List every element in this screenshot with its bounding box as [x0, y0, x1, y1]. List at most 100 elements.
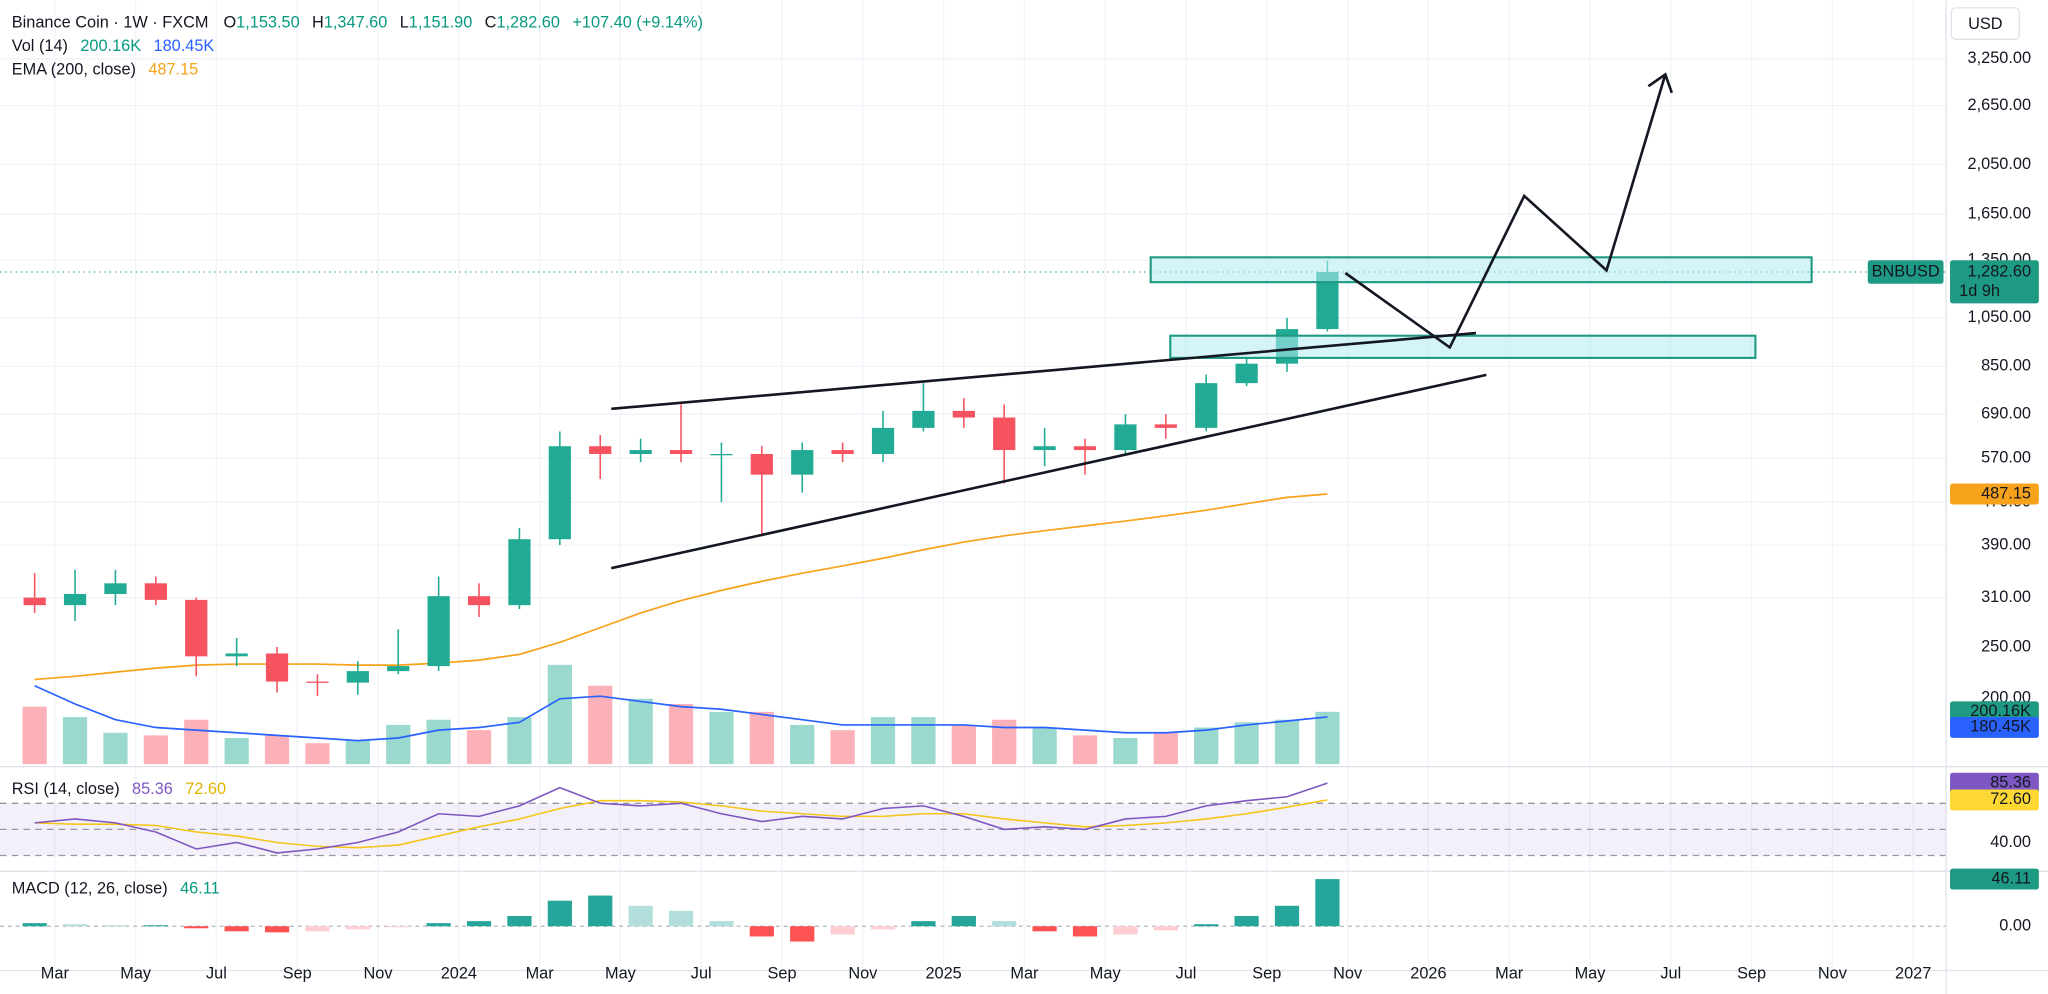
candle-body	[589, 446, 612, 454]
x-tick-label: Mar	[41, 965, 70, 983]
volume-bar	[951, 724, 976, 765]
macd-bar	[426, 923, 451, 927]
candle-body	[508, 539, 531, 606]
legend-value: 72.60	[185, 781, 226, 799]
x-tick-label: Sep	[768, 965, 797, 983]
volume-bar	[264, 735, 290, 765]
macd-bar	[62, 924, 88, 927]
macd-bar	[386, 926, 411, 928]
volume-bar	[426, 719, 451, 765]
candle-body	[629, 450, 652, 454]
macd-bar	[507, 916, 532, 927]
ema-badge: 487.15	[1981, 484, 2031, 502]
trend-line	[610, 373, 1487, 570]
volume-bar	[466, 730, 492, 765]
candle-body	[912, 410, 935, 428]
legend-value: 46.11	[180, 880, 220, 898]
volume-bar	[1072, 735, 1098, 765]
symbol: Binance Coin · 1W · FXCM	[12, 14, 209, 32]
macd-bar	[1274, 905, 1300, 927]
macd-bar	[305, 926, 330, 932]
candle-body	[23, 597, 46, 606]
volume-bar	[1274, 719, 1300, 765]
macd-badge: 46.11	[1991, 869, 2031, 887]
candle-body	[1154, 424, 1177, 428]
candle-body	[144, 583, 167, 600]
volume-ma-badge: 180.45K	[1970, 718, 2031, 736]
macd-bar	[224, 926, 249, 932]
macd-bar	[790, 926, 815, 942]
macd-bar	[466, 921, 492, 927]
ohlc-value: 1,347.60	[324, 14, 388, 32]
volume-bar	[628, 698, 653, 765]
rsi-ma-badge: 72.60	[1990, 790, 2031, 808]
macd-bar	[184, 926, 209, 929]
volume-bar	[790, 724, 815, 765]
candle-body	[427, 596, 450, 667]
macd-legend: MACD (12, 26, close) 46.11	[12, 880, 220, 898]
candle-body	[871, 427, 895, 454]
x-tick-label: Nov	[1818, 965, 1848, 983]
x-tick-label: Sep	[1252, 965, 1281, 983]
volume-bar	[143, 735, 168, 765]
volume-bar	[22, 706, 47, 765]
y-tick-label: 2,650.00	[1968, 96, 2032, 114]
candle-body	[669, 450, 693, 454]
support-zone	[1169, 334, 1757, 359]
volume-bar	[668, 704, 694, 765]
x-tick-label: Jul	[1660, 965, 1681, 983]
symbol-badge: BNBUSD	[1872, 262, 1940, 280]
legend-value: 487.15	[148, 61, 198, 79]
x-tick-label: Mar	[1495, 965, 1524, 983]
candle-body	[993, 417, 1016, 451]
legend-value: 85.36	[132, 781, 173, 799]
candle-body	[225, 653, 248, 657]
macd-bar	[103, 925, 128, 927]
candle-body	[306, 681, 329, 683]
ema-legend: EMA (200, close) 487.15	[12, 61, 199, 79]
candle-body	[104, 583, 127, 594]
candle-body	[185, 599, 208, 657]
x-tick-label: Nov	[364, 965, 394, 983]
candle-body	[1316, 272, 1339, 330]
countdown: 1d 9h	[1959, 282, 2000, 300]
volume-bar	[588, 685, 613, 765]
volume-bar	[1234, 722, 1259, 765]
ohlc-key: L	[400, 14, 409, 32]
y-tick-label: 2,050.00	[1968, 155, 2032, 173]
macd-bar	[749, 926, 774, 937]
x-tick-label: Sep	[283, 965, 312, 983]
candle-body	[791, 450, 814, 475]
currency-box	[1950, 7, 2020, 40]
volume-bar	[830, 730, 855, 765]
volume-bar	[62, 717, 88, 765]
candle-body	[1114, 424, 1137, 451]
volume-bar	[103, 732, 128, 765]
macd-badge-bg	[1950, 868, 2039, 890]
x-tick-label: May	[1575, 965, 1607, 983]
y-tick-label: 250.00	[1981, 637, 2031, 655]
macd-bar	[1194, 924, 1219, 927]
candle-body	[831, 450, 854, 454]
macd-bar	[870, 926, 896, 930]
grid	[0, 0, 2048, 972]
volume-bar	[1032, 727, 1057, 765]
x-tick-label: 2024	[441, 965, 477, 983]
volume-bar	[1113, 737, 1138, 765]
y-tick-label: 390.00	[1981, 535, 2031, 553]
macd-bar	[588, 895, 613, 927]
ohlc-key: C	[485, 14, 497, 32]
macd-bar	[1072, 926, 1098, 937]
y-tick-label: 1,650.00	[1968, 205, 2032, 223]
candle-body	[548, 446, 571, 540]
macd-bar	[668, 910, 694, 927]
rsi-badge: 85.36	[1990, 774, 2031, 792]
x-tick-label: May	[605, 965, 637, 983]
y-tick-label: 850.00	[1981, 357, 2031, 375]
candle-body	[750, 453, 773, 475]
macd-bar	[951, 916, 976, 927]
ema-badge-bg	[1950, 483, 2039, 505]
x-tick-label: Mar	[526, 965, 555, 983]
